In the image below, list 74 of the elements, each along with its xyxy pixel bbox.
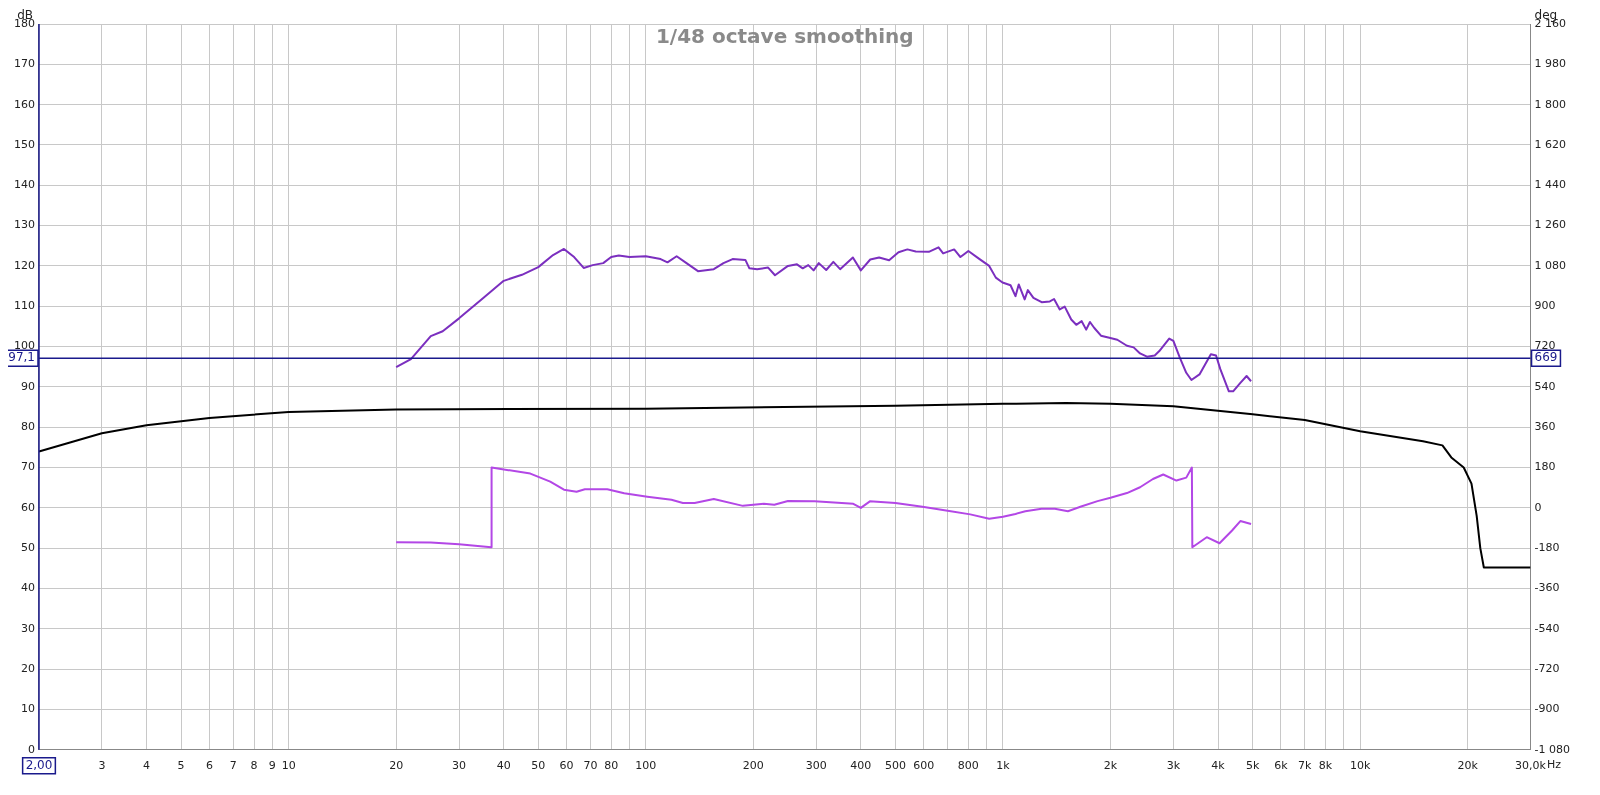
y2-tick-label: -180 <box>1534 541 1560 555</box>
text: 669 <box>1534 350 1558 365</box>
chart-title: 1/48 octave smoothing <box>655 24 914 49</box>
y-tick-label: 90 <box>21 379 35 393</box>
x-tick-label: 20 <box>389 759 404 773</box>
y2-tick-label: -540 <box>1534 621 1560 635</box>
x-tick-label: 600 <box>913 759 935 773</box>
y2-tick-label: 360 <box>1534 420 1556 434</box>
y2-tick-label: 1 980 <box>1534 57 1567 71</box>
x-tick-label: 7k <box>1298 759 1313 773</box>
y2-tick-label: 1 080 <box>1534 258 1567 272</box>
y2-tick-label: 1 440 <box>1534 178 1567 192</box>
x-tick-label: 20k <box>1457 759 1479 773</box>
ref-line-label: 97,1 <box>8 350 35 365</box>
x-tick-label: 100 <box>635 759 657 773</box>
x-tick-label: 1k <box>996 759 1011 773</box>
y-tick-label: 40 <box>21 581 35 595</box>
x-tick-label: 200 <box>742 759 764 773</box>
y-tick-label: 120 <box>14 258 35 272</box>
x-tick-label: 400 <box>850 759 872 773</box>
y2-tick-label: 0 <box>1534 500 1542 514</box>
x-tick-label: 10 <box>281 759 296 773</box>
y2-tick-label: -1 080 <box>1534 742 1571 756</box>
y-tick-label: 110 <box>14 299 35 313</box>
x-tick-label: 9 <box>268 759 276 773</box>
y2-tick-label: 900 <box>1534 299 1556 313</box>
ref-line-label: 2,00 <box>25 757 53 772</box>
y-tick-label: 20 <box>21 662 35 676</box>
y-tick-label: 50 <box>21 541 35 555</box>
x-tick-label: 80 <box>604 759 619 773</box>
y-tick-label: 130 <box>14 218 35 232</box>
y2-tick-label: 720 <box>1534 339 1556 353</box>
x-tick-label: 10k <box>1349 759 1371 773</box>
y2-tick-label: -900 <box>1534 702 1560 716</box>
y-tick-label: 170 <box>14 57 35 71</box>
y2-tick-label: 1 260 <box>1534 218 1567 232</box>
x-tick-label: 5 <box>177 759 185 773</box>
y2-tick-label: 1 620 <box>1534 137 1567 151</box>
y-tick-label: 140 <box>14 178 35 192</box>
y2-tick-label: -360 <box>1534 581 1560 595</box>
x-tick-label: 8 <box>250 759 258 773</box>
x-tick-label: 70 <box>583 759 598 773</box>
x-tick-label: 4 <box>143 759 151 773</box>
x-tick-label: 30 <box>452 759 467 773</box>
x-tick-label: 30,0k <box>1515 759 1547 773</box>
y2-tick-label: 1 800 <box>1534 97 1567 111</box>
x-tick-label: 7 <box>229 759 237 773</box>
y2-tick-label: 180 <box>1534 460 1556 474</box>
y-tick-label: 160 <box>14 97 35 111</box>
x-tick-label: 50 <box>531 759 546 773</box>
y-tick-label: 70 <box>21 460 35 474</box>
x-tick-label: 60 <box>559 759 574 773</box>
x-tick-label: 4k <box>1211 759 1226 773</box>
x-tick-label: 8k <box>1318 759 1333 773</box>
y-tick-label: 10 <box>21 702 35 716</box>
y-tick-label: 80 <box>21 420 35 434</box>
x-tick-label: 6 <box>205 759 213 773</box>
x-tick-label: 500 <box>884 759 906 773</box>
x-tick-label: 3 <box>98 759 106 773</box>
x-tick-label: 3k <box>1166 759 1181 773</box>
x-tick-label: 300 <box>805 759 827 773</box>
y2-tick-label: 540 <box>1534 379 1556 393</box>
y-tick-label: 0 <box>28 742 35 756</box>
x-axis-title: Hz <box>1546 758 1562 772</box>
y-tick-label: 30 <box>21 621 35 635</box>
x-tick-label: 800 <box>957 759 979 773</box>
y-tick-label: 60 <box>21 500 35 514</box>
x-tick-label: 2k <box>1103 759 1118 773</box>
x-tick-label: 5k <box>1245 759 1260 773</box>
y-tick-label: 150 <box>14 137 35 151</box>
y-tick-label: 100 <box>14 339 35 353</box>
x-tick-label: 6k <box>1274 759 1289 773</box>
y2-tick-label: -720 <box>1534 662 1560 676</box>
x-tick-label: 40 <box>496 759 511 773</box>
